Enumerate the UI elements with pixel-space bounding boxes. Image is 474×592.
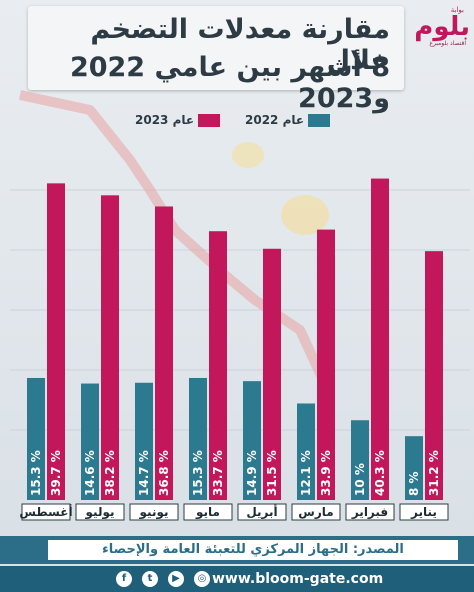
bar-2022 bbox=[27, 377, 45, 500]
data-label-2023: 31.2 % bbox=[427, 450, 441, 496]
page-title-line2: 8 أشهر بين عامي 2022 و2023 bbox=[69, 52, 390, 114]
data-label-2023: 36.8 % bbox=[157, 450, 171, 496]
bar-2023 bbox=[371, 178, 389, 501]
bar-2022 bbox=[135, 382, 153, 500]
data-label-2023: 33.9 % bbox=[319, 450, 333, 496]
month-label-box bbox=[345, 503, 395, 521]
facebook-icon[interactable]: f bbox=[116, 571, 132, 587]
month-label-box bbox=[129, 503, 179, 521]
falling-arrow bbox=[18, 90, 335, 398]
bar-2022 bbox=[189, 377, 207, 500]
month-label-box bbox=[183, 503, 233, 521]
data-label-2022: 12.1 % bbox=[299, 450, 313, 496]
instagram-icon[interactable]: ◎ bbox=[194, 571, 210, 587]
coin-icon bbox=[281, 195, 329, 235]
legend-2023: عام 2023 bbox=[135, 113, 221, 127]
month-label-box bbox=[291, 503, 341, 521]
legend-2023-label: عام 2023 bbox=[135, 113, 195, 127]
youtube-icon[interactable]: ▶ bbox=[168, 571, 184, 587]
data-label-2022: 14.9 % bbox=[245, 450, 259, 496]
bar-2023 bbox=[155, 206, 173, 500]
bar-2022 bbox=[243, 381, 261, 500]
bar-2023 bbox=[317, 229, 335, 500]
title-box: مقارنة معدلات التضخم خلال 8 أشهر بين عام… bbox=[28, 6, 404, 114]
x-tick-label: يوليو bbox=[85, 505, 115, 520]
bar-2022 bbox=[405, 436, 423, 500]
logo-gate-text: بوابة bbox=[450, 6, 464, 14]
month-label-box bbox=[399, 503, 449, 521]
bar-2022 bbox=[81, 383, 99, 500]
month-label-box bbox=[21, 503, 71, 521]
bar-2023 bbox=[425, 251, 443, 500]
source-text: المصدر: الجهاز المركزي للتعبئة العامة وا… bbox=[48, 540, 458, 560]
x-tick-label: أبريل bbox=[246, 504, 277, 519]
legend-2022-label: عام 2022 bbox=[245, 113, 305, 127]
x-tick-label: مارس bbox=[298, 505, 333, 519]
data-label-2023: 31.5 % bbox=[265, 450, 279, 496]
data-label-2022: 14.7 % bbox=[137, 450, 151, 496]
legend-2023-swatch bbox=[198, 114, 221, 127]
data-label-2022: 10 % bbox=[353, 463, 367, 496]
brand-logo: بوابة بلوم اقتصاد بلومبرغ bbox=[408, 6, 470, 48]
logo-sub-text: اقتصاد بلومبرغ bbox=[429, 40, 466, 47]
legend-2022: عام 2022 bbox=[245, 113, 331, 127]
x-tick-label: يناير bbox=[410, 505, 437, 519]
month-label-box bbox=[237, 503, 287, 521]
data-label-2022: 14.6 % bbox=[83, 450, 97, 496]
data-label-2022: 15.3 % bbox=[29, 450, 43, 496]
bar-2023 bbox=[47, 183, 65, 500]
footer: f t ▶ ◎ www.bloom-gate.com bbox=[0, 566, 474, 592]
twitter-icon[interactable]: t bbox=[142, 571, 158, 587]
bar-2023 bbox=[263, 248, 281, 500]
coin-icon bbox=[232, 142, 264, 168]
legend-2022-swatch bbox=[308, 114, 331, 127]
bar-2022 bbox=[351, 420, 369, 500]
x-tick-label: مايو bbox=[195, 505, 220, 520]
footer-url[interactable]: www.bloom-gate.com bbox=[212, 571, 384, 587]
data-label-2023: 38.2 % bbox=[103, 450, 117, 496]
x-tick-label: يونيو bbox=[139, 505, 169, 520]
bar-2023 bbox=[101, 195, 119, 501]
month-label-box bbox=[75, 503, 125, 521]
bar-chart: 8 % 31.2 % يناير 10 % 40.3 % فبراير 12.1 % 33.9… bbox=[10, 90, 470, 521]
data-label-2023: 39.7 % bbox=[49, 450, 63, 496]
page-title-line1: مقارنة معدلات التضخم خلال bbox=[90, 14, 390, 76]
data-label-2022: 15.3 % bbox=[191, 450, 205, 496]
data-label-2023: 33.7 % bbox=[211, 450, 225, 496]
data-label-2023: 40.3 % bbox=[373, 450, 387, 496]
x-tick-label: أغسطس bbox=[19, 504, 72, 519]
source-bar: المصدر: الجهاز المركزي للتعبئة العامة وا… bbox=[0, 536, 474, 564]
logo-main-text: بلوم bbox=[414, 12, 470, 42]
bar-2023 bbox=[209, 231, 227, 500]
bar-2022 bbox=[297, 403, 315, 500]
data-label-2022: 8 % bbox=[407, 471, 421, 496]
x-tick-label: فبراير bbox=[351, 505, 388, 519]
